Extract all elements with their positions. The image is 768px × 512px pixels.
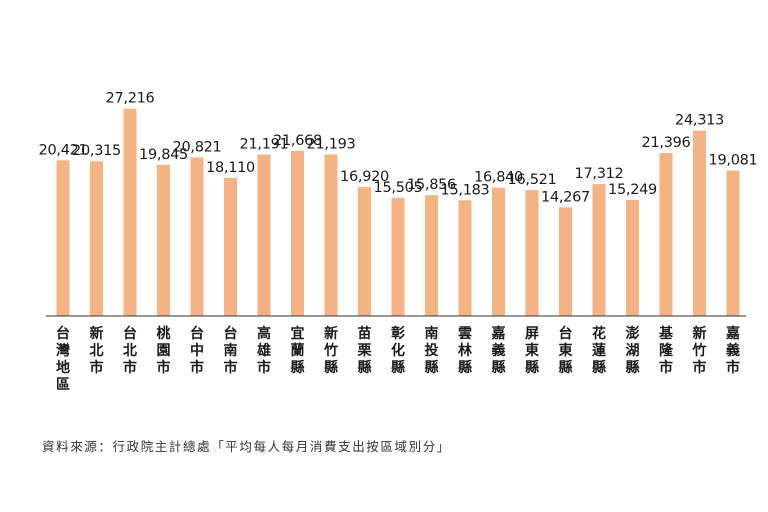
category-label-14: 屏東縣: [525, 326, 539, 376]
value-label-19: 24,313: [675, 113, 724, 129]
value-label-20: 19,081: [709, 153, 758, 169]
bars-group: [56, 108, 740, 317]
bar-15: [559, 207, 572, 316]
category-label-0: 台灣地區: [56, 325, 70, 393]
value-label-2: 27,216: [106, 91, 155, 107]
bar-8: [324, 154, 338, 316]
bar-6: [257, 154, 271, 316]
bar-13: [492, 187, 505, 316]
category-label-11: 南投縣: [425, 325, 439, 376]
bar-7: [291, 150, 304, 316]
value-label-13: 16,840: [474, 170, 523, 186]
value-label-7: 21,668: [273, 133, 322, 149]
value-label-10: 15,505: [374, 180, 423, 196]
bar-12: [458, 200, 472, 316]
category-label-1: 新北市: [90, 325, 104, 376]
category-label-20: 嘉義市: [725, 325, 740, 376]
value-label-11: 15,856: [407, 177, 456, 193]
category-labels-group: 台灣地區 新北市 台北市 桃園市 台中市 台南市 高雄市 宜蘭縣 新竹縣 苗栗縣 彰化縣 南投縣 雲林縣…: [56, 325, 740, 393]
value-label-1: 20,315: [72, 143, 121, 159]
bar-16: [592, 184, 606, 316]
bar-9: [358, 187, 371, 316]
bar-1: [90, 161, 103, 316]
category-label-7: 宜蘭縣: [291, 325, 305, 376]
bar-10: [391, 197, 405, 316]
value-label-8: 21,193: [307, 137, 356, 153]
value-label-15: 14,267: [541, 189, 590, 205]
category-label-3: 桃園市: [157, 325, 171, 376]
value-label-16: 17,312: [575, 166, 624, 182]
bar-2: [123, 108, 137, 317]
bar-5: [224, 178, 237, 316]
value-label-4: 20,821: [173, 139, 222, 155]
bar-14: [525, 190, 539, 316]
bar-0: [56, 160, 70, 316]
category-label-9: 苗栗縣: [358, 325, 373, 376]
category-label-12: 雲林縣: [458, 325, 472, 376]
category-label-6: 高雄市: [256, 325, 271, 376]
category-label-19: 新竹市: [692, 325, 707, 376]
category-label-5: 台南市: [224, 325, 238, 376]
category-label-13: 嘉義縣: [491, 325, 506, 376]
value-label-14: 16,521: [508, 172, 557, 188]
bar-11: [425, 195, 438, 316]
bar-20: [726, 170, 740, 316]
category-label-10: 彰化縣: [391, 325, 405, 376]
category-label-16: 花蓮縣: [592, 325, 606, 376]
value-label-0: 20,421: [39, 142, 88, 158]
category-label-17: 澎湖縣: [626, 325, 640, 376]
category-label-18: 基隆市: [659, 325, 674, 376]
bar-18: [659, 152, 673, 316]
value-label-5: 18,110: [206, 160, 255, 176]
source-note: 資料來源：行政院主計總處「平均每人每月消費支出按區域別分」: [42, 439, 451, 454]
category-label-2: 台北市: [123, 325, 137, 376]
bar-17: [626, 199, 639, 316]
bar-3: [157, 164, 170, 316]
value-label-3: 19,845: [139, 147, 188, 163]
category-label-4: 台中市: [190, 325, 204, 376]
value-label-12: 15,183: [441, 182, 490, 198]
bar-4: [190, 157, 204, 316]
value-label-6: 21,191: [240, 137, 289, 153]
value-label-17: 15,249: [608, 182, 657, 198]
category-label-15: 台東縣: [559, 325, 573, 376]
value-label-18: 21,396: [642, 135, 691, 151]
value-label-9: 16,920: [340, 169, 389, 185]
bar-19: [693, 130, 706, 316]
category-label-8: 新竹縣: [323, 325, 338, 376]
